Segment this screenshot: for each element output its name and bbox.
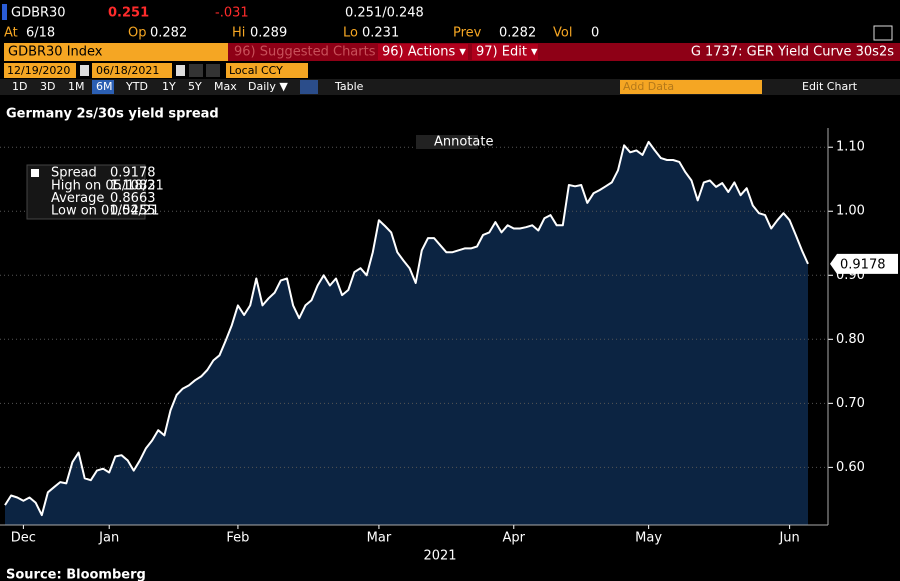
ticker: GDBR30 bbox=[11, 6, 66, 21]
currency-box[interactable] bbox=[226, 63, 308, 78]
legend-stat-value: 0.5255 bbox=[110, 204, 156, 219]
range-button[interactable]: 1M bbox=[68, 80, 85, 93]
change: -.031 bbox=[215, 6, 249, 21]
x-tick-label: Apr bbox=[503, 531, 526, 546]
legend-swatch bbox=[31, 169, 39, 177]
legend-stat-label: High on 05/18/21 bbox=[51, 179, 164, 194]
table-button[interactable]: Table bbox=[334, 80, 364, 93]
annotate-button[interactable] bbox=[416, 135, 478, 149]
next-button[interactable] bbox=[206, 64, 220, 77]
actions: 96) Actions ▾ bbox=[382, 45, 466, 60]
range-button[interactable]: YTD bbox=[125, 80, 148, 93]
security: GDBR30 Index bbox=[8, 45, 103, 60]
period[interactable]: Daily ▼ bbox=[248, 80, 288, 93]
chart-title: Germany 2s/30s yield spread bbox=[6, 107, 219, 122]
currency: Local CCY bbox=[229, 64, 283, 77]
legend-value: 0.9178 bbox=[110, 166, 156, 181]
calendar-icon[interactable] bbox=[176, 65, 185, 76]
end-date-box[interactable] bbox=[92, 63, 172, 78]
edit-button[interactable] bbox=[472, 44, 538, 60]
range-button[interactable]: 6M bbox=[96, 80, 113, 93]
ticker-marker bbox=[2, 4, 7, 20]
add-data-box[interactable] bbox=[620, 80, 762, 94]
y-tick-label: 0.80 bbox=[836, 332, 865, 347]
range-button[interactable]: 3D bbox=[40, 80, 55, 93]
quote-value: 0 bbox=[591, 26, 599, 41]
range-buttons: 1D 3D 1M 6M YTD 1Y 5Y Max bbox=[12, 80, 237, 94]
legend-stat-label: Low on 01/04/21 bbox=[51, 204, 159, 219]
quote-value: 6/18 bbox=[26, 26, 55, 41]
last-value-box bbox=[830, 253, 898, 274]
add-data: Add Data bbox=[623, 80, 674, 93]
x-tick-label: Mar bbox=[367, 531, 392, 546]
prev-button[interactable] bbox=[189, 64, 203, 77]
end-date: 06/18/2021 bbox=[96, 64, 159, 77]
y-tick-label: 1.00 bbox=[836, 204, 865, 219]
expand-icon[interactable] bbox=[873, 25, 893, 41]
edit-chart[interactable]: Edit Chart bbox=[802, 80, 858, 93]
chart-icon[interactable] bbox=[300, 80, 318, 94]
start-date: 12/19/2020 bbox=[7, 64, 70, 77]
calendar-icon[interactable] bbox=[80, 65, 89, 76]
legend-stat-label: Average bbox=[51, 191, 104, 206]
x-tick-label: Dec bbox=[11, 531, 36, 546]
x-tick-label: Jan bbox=[98, 531, 119, 546]
quote-label: Prev bbox=[453, 26, 482, 41]
x-tick-label: May bbox=[635, 531, 662, 546]
quote-label: Vol bbox=[553, 26, 572, 41]
legend-stat-value: 1.1083 bbox=[110, 179, 156, 194]
source: Source: Bloomberg bbox=[6, 568, 146, 581]
last-value-label: 0.9178 bbox=[840, 257, 886, 272]
x-axis-label: 2021 bbox=[423, 549, 456, 564]
quote-label: Hi bbox=[232, 26, 245, 41]
range-selected bbox=[92, 80, 114, 94]
quote-label: Lo bbox=[343, 26, 358, 41]
legend-stat-value: 0.8663 bbox=[110, 191, 156, 206]
x-tick-label: Feb bbox=[226, 531, 249, 546]
range-button[interactable]: Max bbox=[214, 80, 237, 93]
range-button[interactable]: 5Y bbox=[188, 80, 202, 93]
y-tick-label: 1.10 bbox=[836, 140, 865, 155]
range-button[interactable]: 1D bbox=[12, 80, 27, 93]
bid-ask: 0.251/0.248 bbox=[345, 6, 424, 21]
range-button[interactable]: 1Y bbox=[162, 80, 176, 93]
quote-value: 0.289 bbox=[250, 26, 287, 41]
last-price: 0.251 bbox=[108, 6, 149, 21]
quote-value: 0.282 bbox=[150, 26, 187, 41]
quote-label: At bbox=[4, 26, 18, 41]
line bbox=[4, 140, 809, 517]
y-tick-label: 0.60 bbox=[836, 460, 865, 475]
actions-button[interactable] bbox=[378, 44, 468, 60]
annotate: Annotate bbox=[434, 135, 493, 150]
legend-name: Spread bbox=[51, 166, 97, 181]
area bbox=[5, 141, 808, 525]
legend bbox=[26, 164, 146, 220]
suggested-charts[interactable]: 96) Suggested Charts bbox=[234, 45, 376, 60]
start-date-box[interactable] bbox=[4, 63, 76, 78]
function-name: G 1737: GER Yield Curve 30s2s bbox=[691, 45, 894, 60]
edit: 97) Edit ▾ bbox=[476, 45, 538, 60]
quote-row: At 6/18 Op 0.282 Hi 0.289 Lo 0.231 Prev 0.282 Vol 0 bbox=[4, 26, 599, 41]
quote-value: 0.282 bbox=[499, 26, 536, 41]
security-box[interactable] bbox=[4, 43, 228, 61]
quote-label: Op bbox=[128, 26, 146, 41]
quote-value: 0.231 bbox=[362, 26, 399, 41]
x-tick-label: Jun bbox=[778, 531, 799, 546]
y-tick-label: 0.70 bbox=[836, 396, 865, 411]
